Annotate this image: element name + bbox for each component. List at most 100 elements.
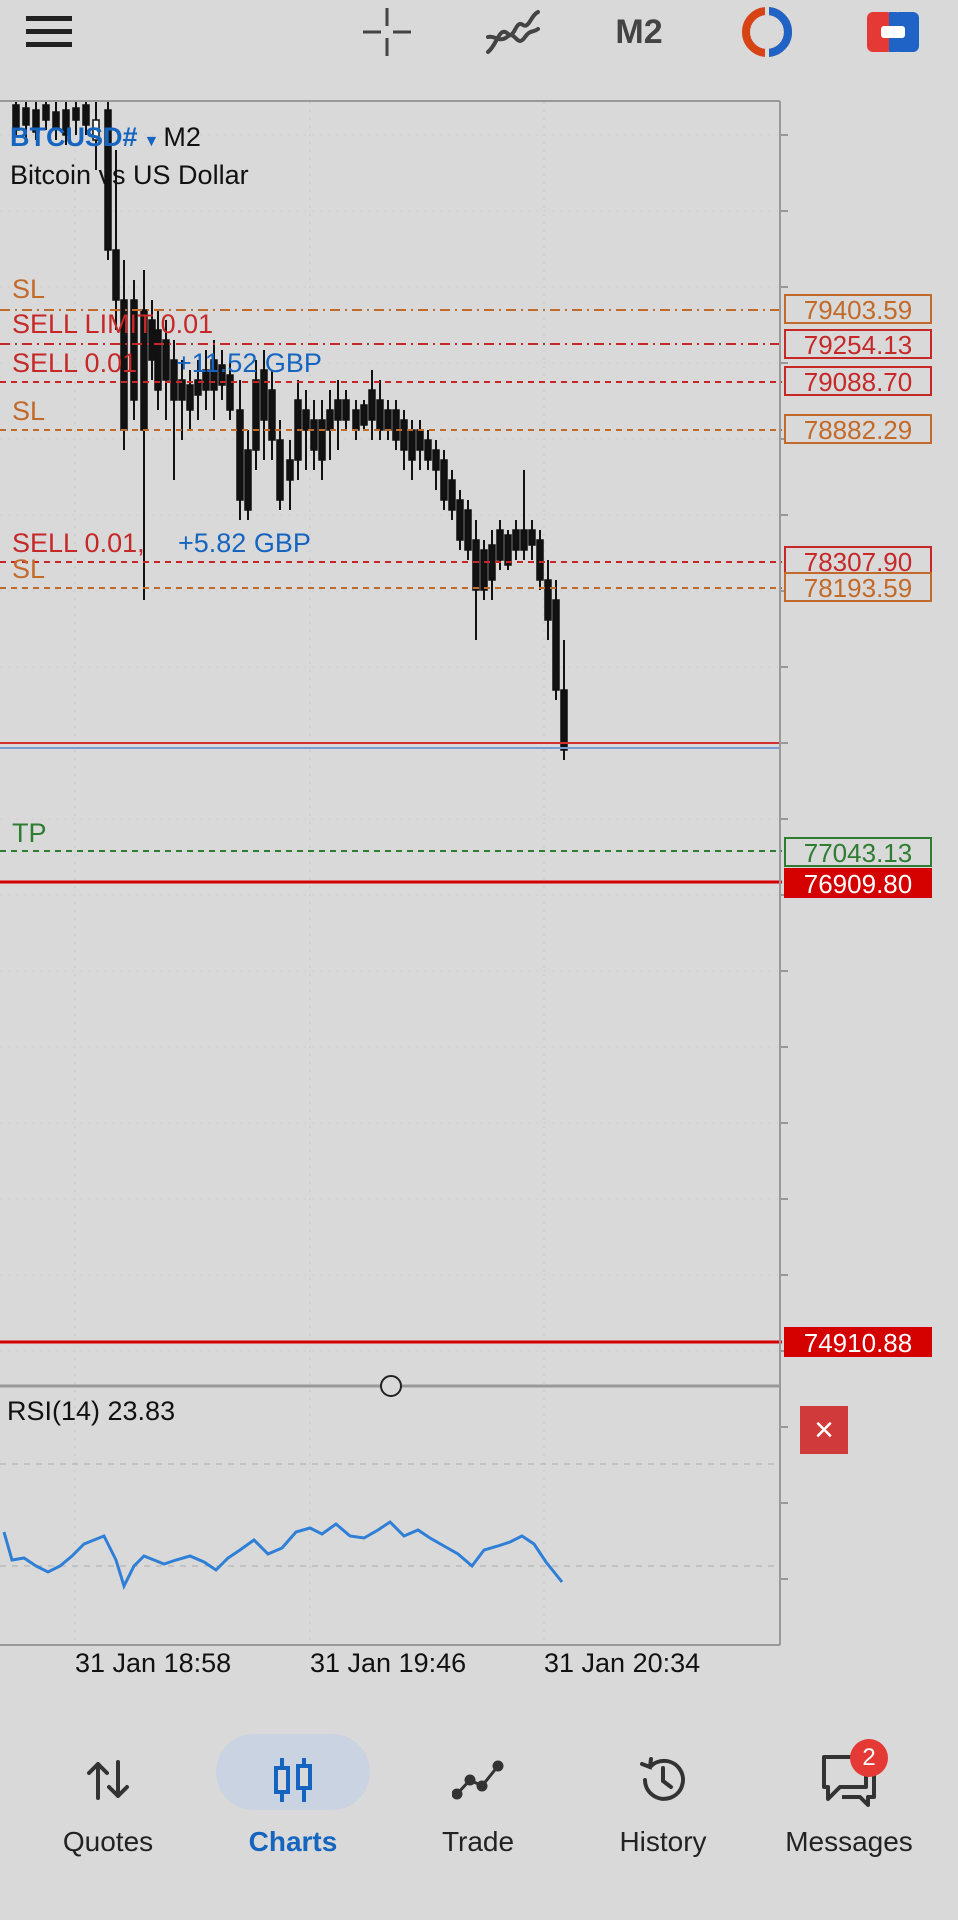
symbol-header[interactable]: BTCUSD# ▼ M2: [10, 122, 201, 153]
price-tag-tp[interactable]: 77043.13: [784, 837, 932, 867]
candle-body: [496, 529, 504, 561]
active-tab-indicator: [216, 1734, 370, 1810]
price-tag-sell-limit[interactable]: 79254.13: [784, 329, 932, 359]
price-chart[interactable]: [0, 0, 958, 1700]
candle-body: [472, 539, 480, 591]
rsi-line: [2, 1520, 564, 1591]
sell-position-label: SELL 0.01,: [12, 528, 145, 558]
candle-body: [92, 119, 100, 141]
position-profit: +11.52 GBP: [176, 348, 322, 378]
candle-body: [424, 439, 432, 461]
candle-body: [244, 449, 252, 511]
candle-body: [218, 364, 226, 386]
nav-label: Quotes: [62, 1826, 154, 1857]
candle-body: [544, 579, 552, 621]
candle-body: [432, 449, 440, 471]
candle-body: [400, 419, 408, 451]
menu-icon[interactable]: [14, 0, 84, 64]
nav-history[interactable]: History: [568, 1722, 758, 1872]
history-icon: [568, 1750, 758, 1810]
nav-charts[interactable]: Charts: [198, 1722, 388, 1872]
rsi-close-button[interactable]: ×: [800, 1406, 848, 1454]
messages-badge: 2: [850, 1739, 888, 1777]
nav-messages[interactable]: Messages: [754, 1722, 944, 1872]
candle-body: [170, 359, 178, 401]
candle-body: [276, 439, 284, 501]
candle-body: [236, 409, 244, 501]
candle-body: [360, 404, 368, 426]
candle-body: [310, 419, 318, 451]
candle-body: [252, 379, 260, 451]
time-label: 31 Jan 19:46: [310, 1648, 467, 1678]
messages-icon: [754, 1750, 944, 1810]
candle-body: [52, 111, 60, 129]
candle-body: [448, 479, 456, 511]
candle-body: [194, 379, 202, 396]
charts-icon: [198, 1750, 388, 1810]
candle-body: [210, 359, 218, 391]
sl-label: SL: [12, 274, 46, 304]
rsi-title: RSI(14) 23.83: [7, 1396, 176, 1426]
candle-body: [72, 107, 80, 121]
candle-body: [368, 389, 376, 421]
top-toolbar: M2: [0, 0, 958, 64]
symbol-timeframe: M2: [163, 122, 201, 152]
candle-body: [552, 599, 560, 691]
sell-limit-label: SELL LIMIT 0.01: [12, 309, 214, 339]
candle-body: [42, 104, 50, 121]
candle-body: [464, 509, 472, 551]
nav-label: History: [619, 1826, 707, 1857]
candle-body: [392, 409, 400, 441]
candle-body: [32, 109, 40, 133]
bottom-navigation: Quotes Charts Trade History: [0, 1722, 958, 1920]
candle-body: [186, 384, 194, 411]
crosshair-icon[interactable]: [352, 0, 422, 64]
price-tag-sl[interactable]: 79403.59: [784, 294, 932, 324]
candle-body: [326, 409, 334, 431]
candle-body: [504, 534, 512, 566]
one-click-trading-icon[interactable]: [732, 0, 802, 64]
candle-body: [536, 539, 544, 581]
candle-body: [82, 104, 90, 126]
position-profit: +5.82 GBP: [178, 528, 311, 558]
indicators-icon[interactable]: [478, 0, 548, 64]
quotes-icon: [13, 1750, 203, 1810]
tp-label: TP: [12, 818, 47, 848]
nav-label: Trade: [441, 1826, 515, 1857]
candle-body: [260, 369, 268, 421]
candle-body: [162, 339, 170, 381]
candle-body: [352, 409, 360, 431]
price-tag-sell[interactable]: 79088.70: [784, 366, 932, 396]
price-tag-sl[interactable]: 78193.59: [784, 572, 932, 602]
trade-icon[interactable]: [858, 0, 928, 64]
candle-body: [286, 459, 294, 481]
nav-trade[interactable]: Trade: [383, 1722, 573, 1872]
price-tag-sl[interactable]: 78882.29: [784, 414, 932, 444]
candle-body: [480, 549, 488, 591]
price-tag-bid: 76909.80: [784, 868, 932, 898]
candle-body: [520, 529, 528, 551]
symbol-name: BTCUSD#: [10, 122, 138, 152]
candle-body: [268, 389, 276, 441]
candle-body: [112, 249, 120, 301]
symbol-description: Bitcoin vs US Dollar: [10, 160, 249, 190]
candle-body: [334, 399, 342, 421]
nav-quotes[interactable]: Quotes: [13, 1722, 203, 1872]
candle-body: [130, 299, 138, 401]
candle-body: [12, 104, 20, 131]
nav-label: Charts: [248, 1826, 338, 1857]
timeframe-button[interactable]: M2: [604, 0, 674, 64]
candle-body: [104, 109, 112, 251]
sl-label: SL: [12, 554, 46, 584]
candle-body: [318, 419, 326, 461]
sl-label: SL: [12, 396, 46, 426]
time-label: 31 Jan 18:58: [75, 1648, 232, 1678]
candle-body: [302, 409, 310, 431]
panel-resize-handle: [380, 1375, 402, 1397]
candle-body: [226, 374, 234, 411]
candle-body: [408, 429, 416, 461]
candle-body: [560, 689, 568, 751]
sell-position-label: SELL 0.01: [12, 348, 138, 378]
candle-body: [512, 529, 520, 551]
candle-body: [62, 109, 70, 136]
